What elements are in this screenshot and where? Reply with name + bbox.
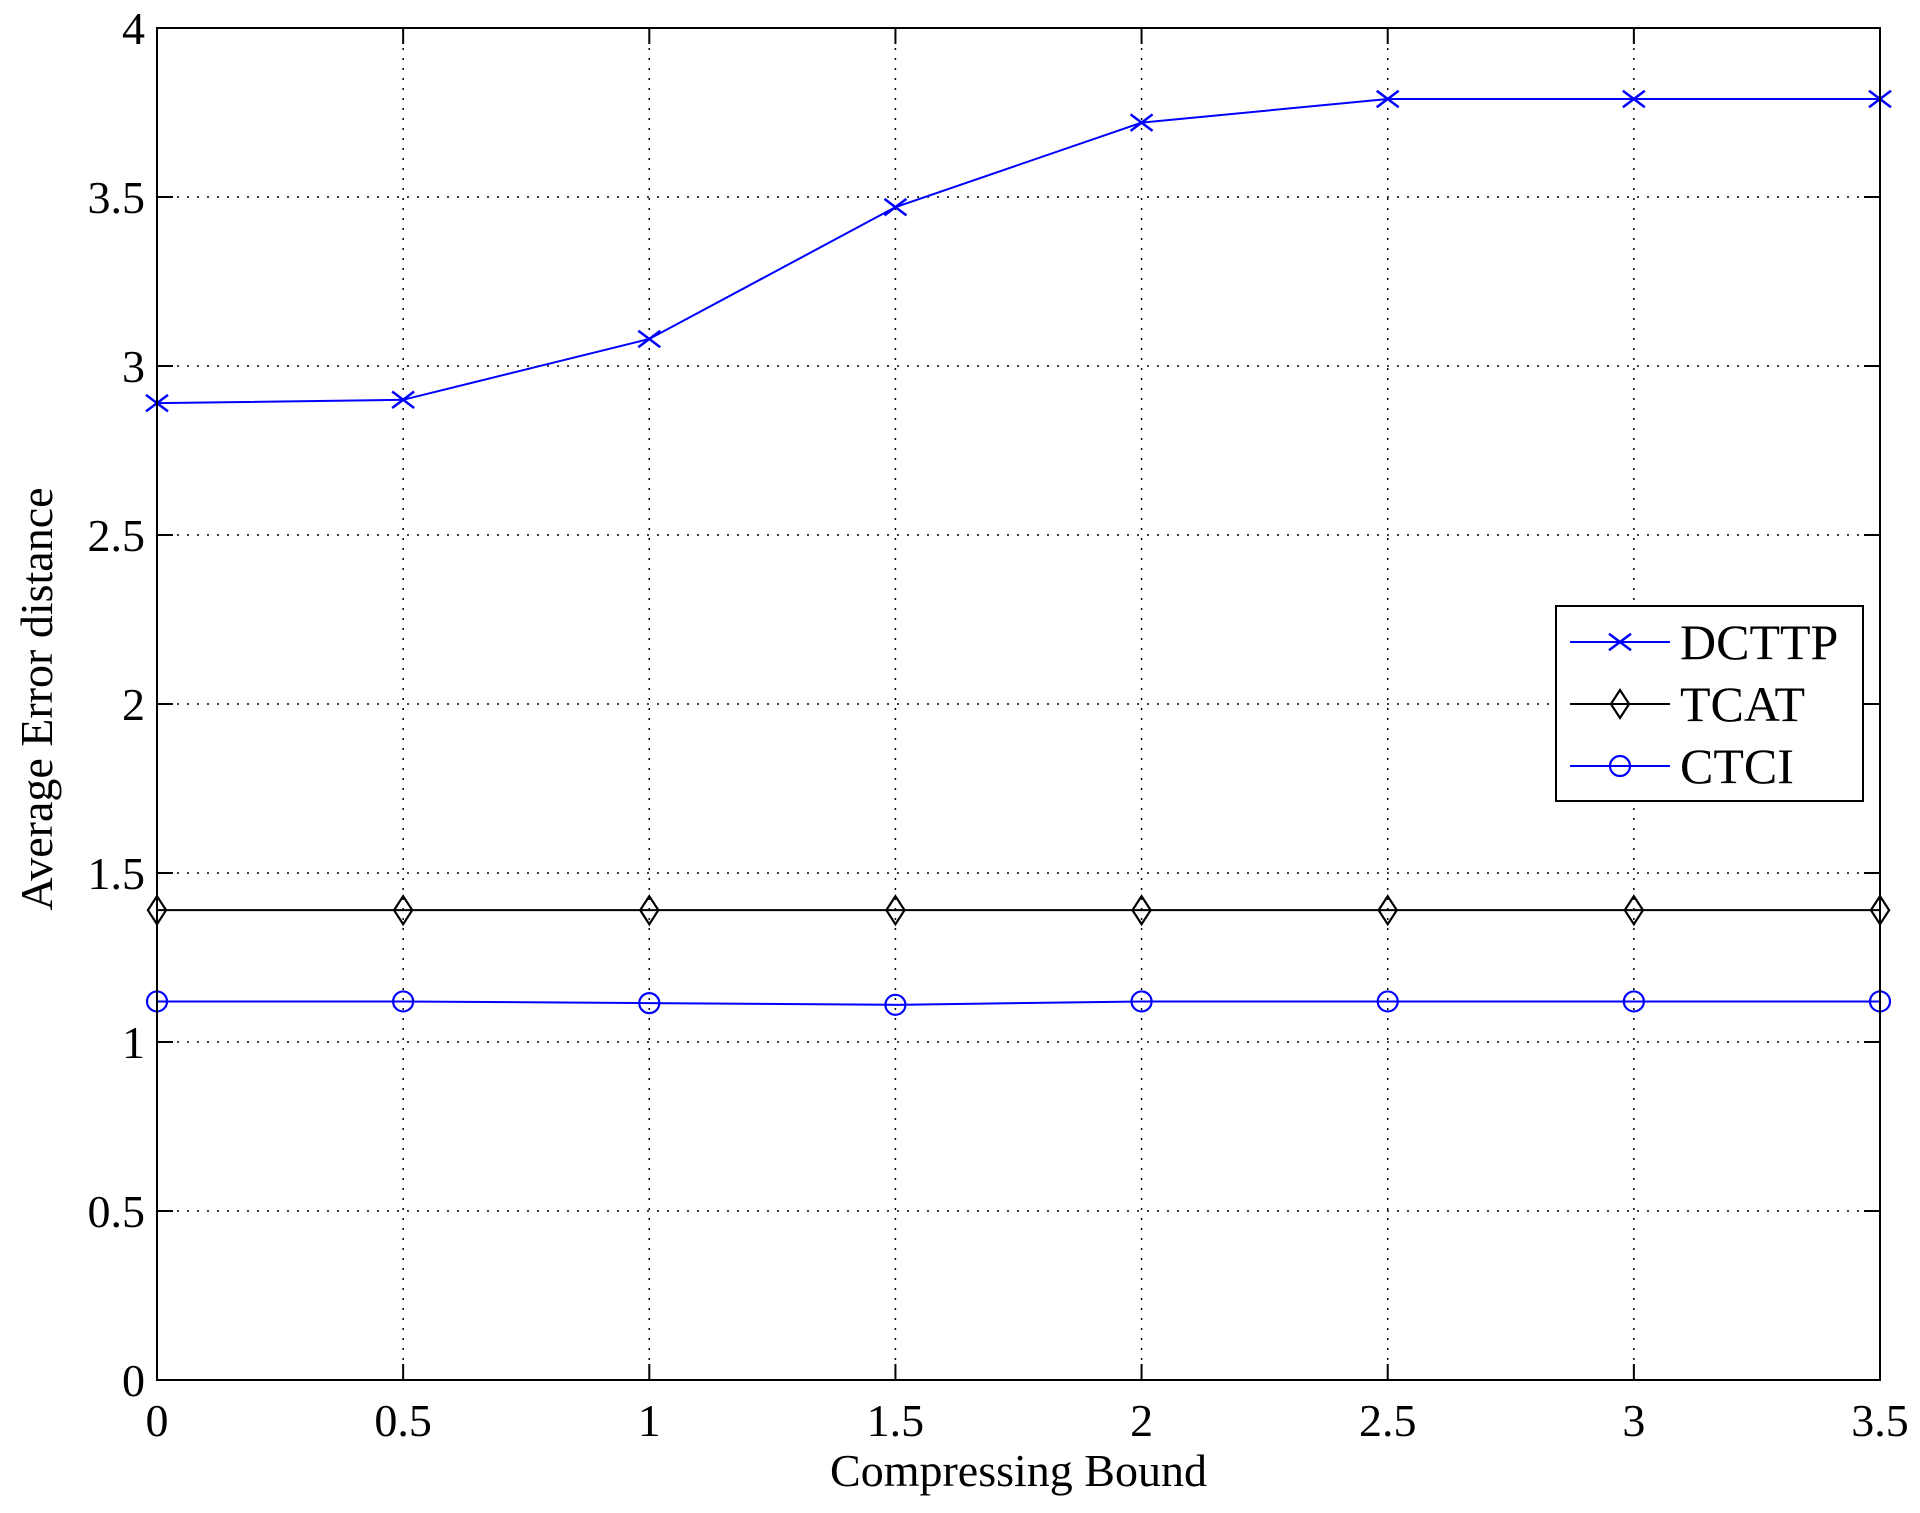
marker-stroke	[391, 390, 415, 410]
marker-stroke	[1129, 113, 1154, 132]
marker-stroke	[1375, 89, 1400, 109]
x-tick-label: 2.5	[1359, 1395, 1417, 1446]
data-point-dcttp	[637, 329, 662, 349]
y-tick-label: 1.5	[88, 848, 146, 899]
data-point-tcat	[392, 894, 414, 927]
x-tick-label: 3.5	[1851, 1395, 1909, 1446]
legend-label-dcttp: DCTTP	[1680, 614, 1838, 670]
x-tick-label: 3	[1622, 1395, 1645, 1446]
data-point-dcttp	[883, 197, 908, 217]
data-point-dcttp	[1622, 89, 1646, 109]
x-tick-label: 0	[146, 1395, 169, 1446]
data-point-dcttp	[391, 390, 415, 410]
legend-label-tcat: TCAT	[1680, 676, 1805, 732]
y-tick-label: 0.5	[88, 1186, 146, 1237]
legend-item-dcttp: DCTTP	[1570, 614, 1838, 670]
axis-ticks	[156, 27, 1881, 1381]
x-axis-label: Compressing Bound	[830, 1445, 1207, 1496]
y-tick-label: 1	[122, 1017, 145, 1068]
data-point-ctci	[1622, 990, 1645, 1013]
marker-stroke	[1622, 89, 1646, 109]
data-point-tcat	[885, 894, 906, 927]
legend-item-ctci: CTCI	[1570, 738, 1794, 794]
data-point-ctci	[1376, 990, 1399, 1013]
grid-lines	[157, 28, 1880, 1380]
legend-marker-tcat	[1609, 687, 1631, 721]
data-point-tcat	[1377, 894, 1399, 927]
marker-stroke	[1608, 632, 1632, 652]
x-tick-label: 1	[638, 1395, 661, 1446]
marker-stroke	[637, 329, 662, 349]
x-tick-label: 2	[1130, 1395, 1153, 1446]
legend-marker-ctci	[1608, 754, 1632, 778]
y-tick-label: 0	[122, 1355, 145, 1406]
legend-label-ctci: CTCI	[1680, 738, 1794, 794]
y-tick-label: 4	[122, 3, 145, 54]
series-line-dcttp	[156, 97, 1880, 405]
series-layer	[145, 89, 1892, 1016]
y-tick-label: 3.5	[88, 172, 146, 223]
y-tick-label: 3	[122, 341, 145, 392]
data-point-ctci	[392, 990, 415, 1013]
legend-item-tcat: TCAT	[1570, 676, 1805, 732]
data-point-ctci	[638, 992, 661, 1015]
data-point-tcat	[1623, 894, 1645, 927]
y-tick-label: 2.5	[88, 510, 146, 561]
x-tick-label: 0.5	[374, 1395, 432, 1446]
series-line-ctci	[157, 1000, 1880, 1006]
data-point-ctci	[1130, 990, 1153, 1013]
data-point-ctci	[884, 993, 907, 1016]
series-tcat	[146, 894, 1891, 927]
y-tick-label: 2	[122, 679, 145, 730]
data-point-dcttp	[1129, 113, 1154, 132]
legend: DCTTP TCAT CTCI	[1555, 605, 1864, 802]
y-axis-label: Average Error distance	[11, 487, 62, 910]
legend-marker-dcttp	[1608, 632, 1632, 652]
tick-labels: 0 0.5 1 1.5 2 2.5 3 3.5 0 0.5 1 1.5 2 2.5 3 3.5 4	[88, 3, 1909, 1446]
x-tick-label: 1.5	[867, 1395, 925, 1446]
marker-stroke	[883, 197, 908, 217]
data-point-tcat	[638, 894, 660, 927]
data-point-dcttp	[1375, 89, 1400, 109]
data-point-tcat	[1131, 894, 1152, 927]
